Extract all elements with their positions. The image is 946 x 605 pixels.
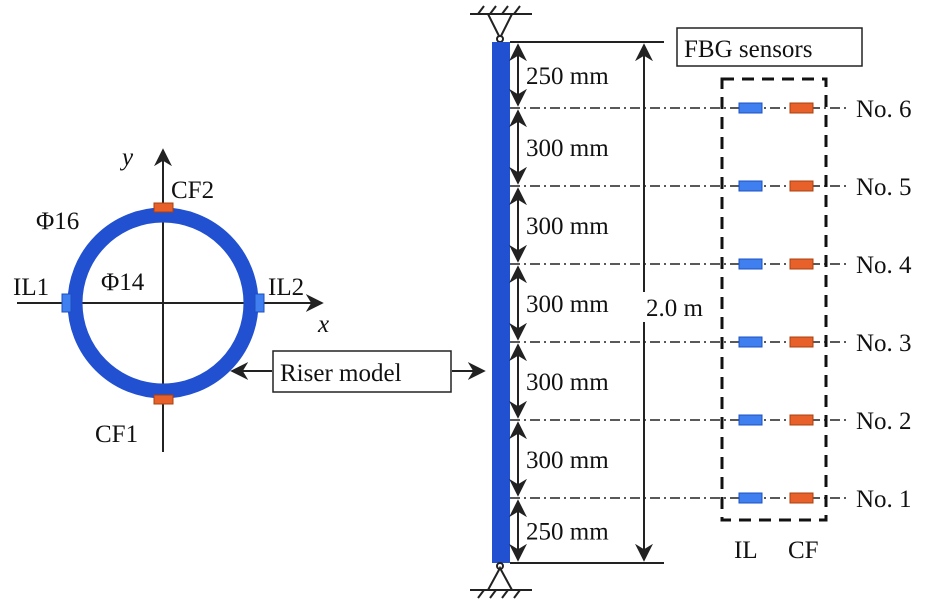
riser-label: Riser model [280, 360, 402, 387]
sensor-row-label: No. 3 [856, 330, 912, 357]
il-column-label: IL [734, 537, 758, 564]
cf-sensor [789, 414, 814, 426]
il-sensor [738, 258, 763, 270]
segment-label: 300 mm [526, 369, 609, 396]
riser-label-box [272, 350, 452, 393]
riser: 2.0 m 250 mm 300 mm 300 mm 300 mm 300 mm 300 … [470, 5, 721, 599]
cf2-label: CF2 [171, 177, 214, 204]
sensor-row-label: No. 1 [856, 486, 912, 513]
il-sensor [738, 180, 763, 192]
riser-beam [492, 42, 510, 563]
sensor-group-box [720, 77, 828, 522]
sensor-cf1 [153, 394, 174, 405]
cf1-label: CF1 [95, 421, 138, 448]
sensor-row-label: No. 2 [856, 408, 912, 435]
segment-label: 300 mm [526, 135, 609, 162]
il2-label: IL2 [268, 274, 304, 301]
sensor-rows: No. 6 No. 5 No. 4 No. 3 No. 2 No. 1 [510, 96, 912, 513]
segment-dimensions: 250 mm 300 mm 300 mm 300 mm 300 mm 300 mm 250 … [509, 43, 609, 562]
sensor-cf2 [153, 202, 174, 213]
segment-label: 300 mm [526, 447, 609, 474]
bottom-support-icon [470, 562, 532, 599]
y-axis-label: y [119, 144, 134, 171]
sensor-row-label: No. 5 [856, 174, 912, 201]
il-sensor [738, 492, 763, 504]
cross-section: y x CF2 CF1 IL1 IL2 Φ16 Φ14 [13, 144, 329, 452]
sensor-il2 [254, 293, 265, 313]
cf-sensor [789, 258, 814, 270]
cf-sensor [789, 492, 814, 504]
fbg-label: FBG sensors [684, 36, 813, 63]
il1-label: IL1 [13, 274, 49, 301]
total-length-label: 2.0 m [646, 295, 704, 322]
segment-label: 250 mm [526, 519, 609, 546]
cf-column-label: CF [788, 537, 819, 564]
sensor-il1 [61, 293, 72, 313]
segment-label: 300 mm [526, 291, 609, 318]
il-sensor [738, 102, 763, 114]
outer-diameter-label: Φ16 [36, 208, 79, 235]
x-axis-label: x [317, 311, 329, 338]
total-length-bg [641, 292, 721, 322]
inner-diameter-label: Φ14 [101, 269, 145, 296]
il-sensor [738, 414, 763, 426]
pipe-ring [67, 207, 259, 399]
segment-label: 300 mm [526, 213, 609, 240]
il-sensor [738, 336, 763, 348]
cf-sensor [789, 180, 814, 192]
sensor-row-label: No. 4 [856, 252, 912, 279]
fbg-label-box [676, 27, 863, 67]
top-support-icon [470, 5, 532, 43]
cf-sensor [789, 336, 814, 348]
cf-sensor [789, 102, 814, 114]
sensor-row-label: No. 6 [856, 96, 912, 123]
segment-label: 250 mm [526, 63, 609, 90]
